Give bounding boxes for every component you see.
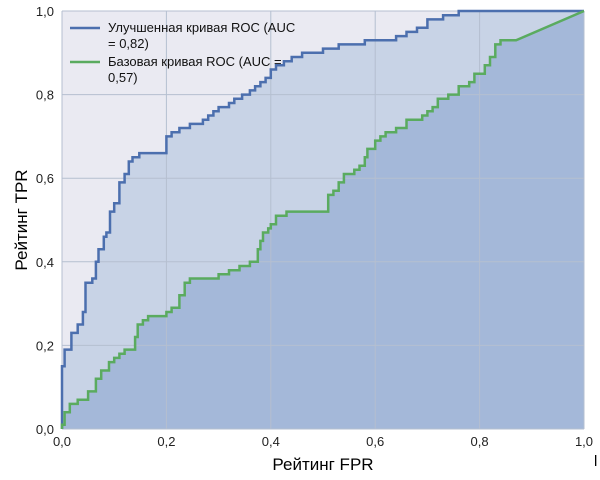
area-layer	[62, 11, 584, 429]
y-tick-label: 0,6	[36, 171, 54, 186]
legend-label-2: Базовая кривая ROC (AUC = 0,57)	[108, 54, 282, 85]
series-1-line	[60, 9, 584, 429]
x-tick-label: 0,4	[262, 434, 280, 449]
y-axis-label: Рейтинг TPR	[12, 169, 31, 270]
y-tick-labels: 0,0 0,2 0,4 0,6 0,8 1,0	[36, 4, 54, 437]
y-tick-label: 1,0	[36, 4, 54, 19]
x-tick-label: 0,8	[471, 434, 489, 449]
stray-annotation: l	[594, 453, 597, 470]
x-tick-label: 0,2	[157, 434, 175, 449]
legend-label-1: Улучшенная кривая ROC (AUC = 0,82)	[108, 20, 295, 51]
y-tick-label: 0,8	[36, 88, 54, 103]
x-tick-label: 1,0	[575, 434, 593, 449]
y-tick-label: 0,2	[36, 338, 54, 353]
series-2-area	[62, 11, 584, 429]
y-tick-label: 0,4	[36, 255, 54, 270]
x-tick-label: 0,6	[366, 434, 384, 449]
x-axis-label: Рейтинг FPR	[272, 455, 373, 474]
series-2-line	[60, 9, 585, 429]
x-tick-label: 0,0	[53, 434, 71, 449]
legend: Улучшенная кривая ROC (AUC = 0,82)Базовая…	[70, 20, 295, 85]
series-layer	[60, 9, 585, 429]
x-tick-labels: 0,0 0,2 0,4 0,6 0,8 1,0	[53, 434, 593, 449]
y-tick-label: 0,0	[36, 422, 54, 437]
